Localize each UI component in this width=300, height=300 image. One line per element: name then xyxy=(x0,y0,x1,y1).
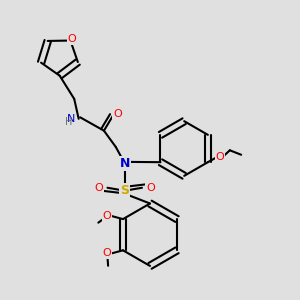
Text: H: H xyxy=(64,117,72,127)
Text: O: O xyxy=(95,183,103,193)
Text: O: O xyxy=(113,109,122,119)
Text: O: O xyxy=(103,211,112,221)
Text: S: S xyxy=(120,184,129,196)
Text: O: O xyxy=(215,152,224,162)
Text: O: O xyxy=(103,248,112,258)
Text: N: N xyxy=(119,157,130,170)
Text: O: O xyxy=(146,183,155,193)
Text: O: O xyxy=(68,34,76,44)
Text: N: N xyxy=(67,114,75,124)
